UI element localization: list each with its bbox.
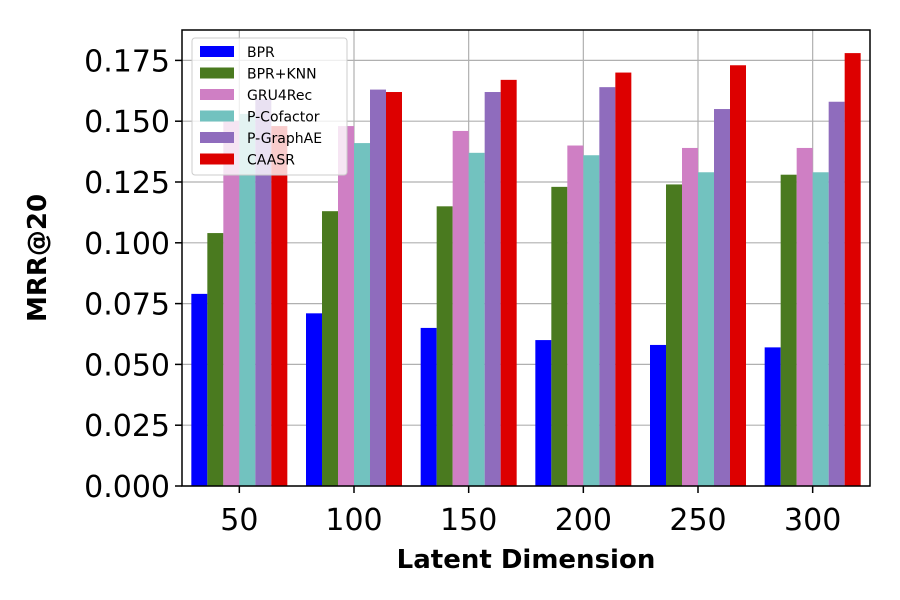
y-tick-label: 0.050 [84,348,170,383]
bar-p-cofactor [239,113,256,487]
legend-swatch [200,46,234,57]
bar-p-cofactor [698,172,714,486]
legend-swatch [200,153,234,165]
y-tick-label: 0.150 [84,105,170,140]
bar-bpr [420,327,437,486]
bar-p-cofactor [812,172,829,486]
legend-swatch [200,132,234,143]
x-axis-title: Latent Dimension [397,545,656,575]
y-tick-label: 0.075 [84,288,170,323]
plot-frame [181,29,871,487]
x-tick-label: 100 [325,503,382,538]
bar-caasr [730,65,746,486]
bar-p-graphae [599,87,616,486]
bar-bpr [191,293,208,486]
y-axis: 0.000 0.025 0.050 0.075 0.100 0.125 0.150 0.175 [84,44,182,505]
bar-bpr-knn [780,174,797,487]
y-tick-label: 0.100 [84,227,170,262]
bar-gru4rec [796,147,813,486]
legend: BPR BPR+KNN GRU4Rec P-Cofactor P-GraphAE CAAS… [191,37,348,176]
x-tick-label: 200 [555,503,612,538]
bars [191,53,861,487]
bar-caasr [615,72,632,486]
bar-p-cofactor [468,152,485,487]
legend-label: GRU4Rec [247,88,312,104]
bar-gru4rec [682,147,698,486]
bar-p-graphae [484,92,501,487]
bar-gru4rec [452,130,469,487]
y-tick-label: 0.000 [84,470,170,505]
bar-caasr [500,79,517,486]
bar-caasr [386,92,402,487]
legend-label: BPR+KNN [247,67,317,83]
x-tick-label: 150 [440,503,497,538]
bar-bpr [764,347,781,486]
x-tick-label: 300 [784,503,841,538]
legend-label: BPR [247,45,275,61]
y-tick-label: 0.175 [84,44,170,79]
legend-label: P-Cofactor [247,110,320,126]
bar-caasr [844,53,861,486]
y-tick-label: 0.125 [84,166,170,201]
x-tick-label: 50 [220,503,258,538]
bar-bpr-knn [551,186,568,486]
bar-gru4rec [567,145,584,486]
bar-bpr [650,344,666,486]
bar-p-graphae [370,89,386,487]
bar-bpr-knn [666,184,682,486]
bar-gru4rec [338,126,354,487]
bar-bpr-knn [207,233,224,486]
bar-p-cofactor [583,155,600,487]
legend-label: CAASR [247,153,295,169]
bar-p-graphae [828,101,845,486]
y-axis-title: MRR@20 [23,194,53,322]
y-tick-label: 0.025 [84,409,170,444]
legend-label: P-GraphAE [247,131,322,147]
legend-swatch [200,67,234,79]
x-axis: 50 100 150 200 250 300 [220,486,841,538]
bar-p-graphae [714,109,730,486]
x-tick-label: 250 [669,503,726,538]
legend-swatch [200,110,234,122]
bar-bpr-knn [322,211,338,486]
bar-gru4rec [223,121,240,486]
bar-bpr [306,313,322,486]
bar-caasr [271,126,288,487]
bar-bpr [535,340,552,486]
bar-p-cofactor [354,143,370,486]
legend-swatch [200,89,234,100]
bar-bpr-knn [436,206,453,486]
bar-p-graphae [255,99,272,486]
